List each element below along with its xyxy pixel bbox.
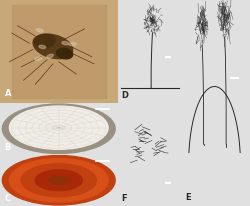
Ellipse shape [36, 29, 43, 32]
Ellipse shape [34, 34, 55, 48]
Circle shape [10, 106, 108, 149]
Circle shape [10, 159, 108, 202]
Text: D: D [121, 91, 128, 100]
Ellipse shape [56, 48, 73, 59]
Circle shape [2, 156, 115, 205]
Ellipse shape [33, 34, 73, 59]
Text: F: F [121, 194, 127, 203]
Text: B: B [5, 143, 11, 152]
Bar [12, 5, 106, 98]
Text: A: A [5, 89, 11, 98]
Circle shape [49, 176, 68, 184]
Text: C: C [5, 194, 11, 204]
Circle shape [21, 164, 96, 197]
Ellipse shape [62, 41, 69, 45]
Circle shape [2, 104, 115, 153]
Ellipse shape [39, 45, 46, 48]
Ellipse shape [47, 54, 54, 58]
Ellipse shape [35, 57, 42, 61]
Ellipse shape [69, 43, 76, 46]
Circle shape [35, 170, 82, 191]
Text: E: E [185, 193, 191, 202]
